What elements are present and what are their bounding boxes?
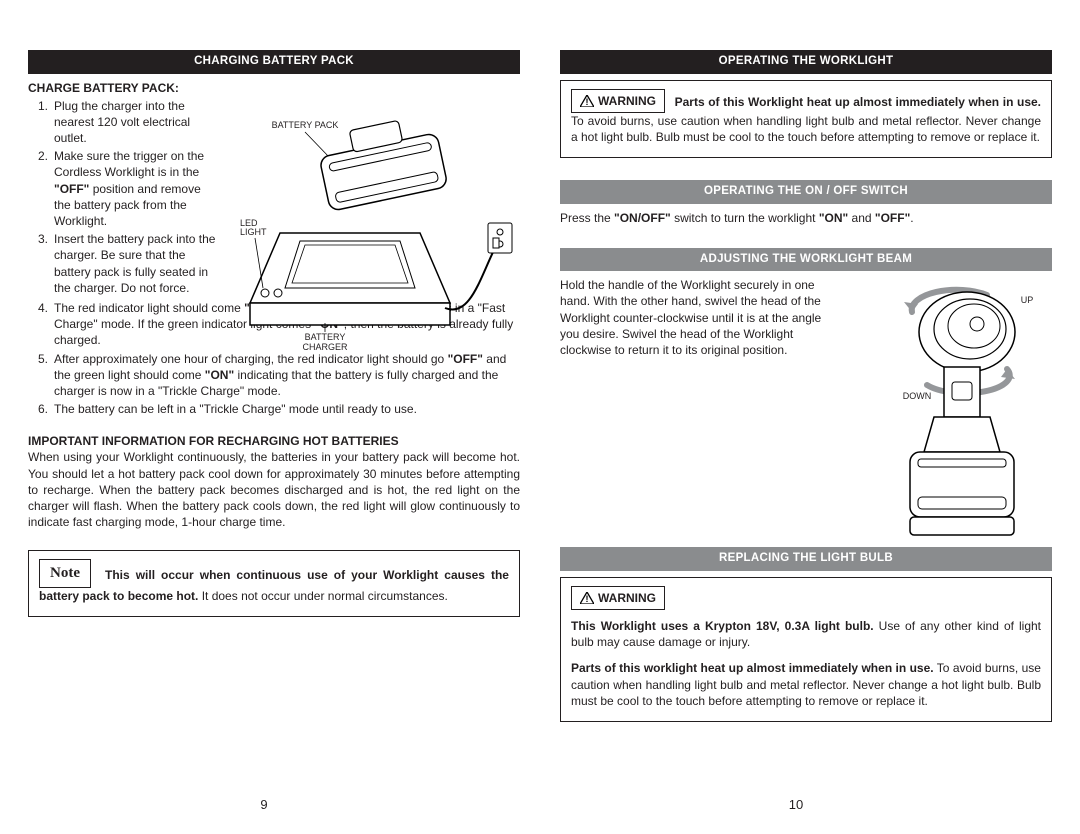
svg-text:LIGHT: LIGHT <box>240 227 267 237</box>
svg-text:!: ! <box>586 97 589 107</box>
important-header: IMPORTANT INFORMATION FOR RECHARGING HOT… <box>28 433 520 449</box>
battery-pack-label: BATTERY PACK <box>272 120 339 130</box>
adjust-text: Hold the handle of the Worklight securel… <box>560 277 840 358</box>
charger-figure: BATTERY PACK <box>220 118 520 368</box>
right-page: OPERATING THE WORKLIGHT !WARNING Parts o… <box>560 50 1052 814</box>
step-1: 1.Plug the charger into the nearest 120 … <box>38 98 218 147</box>
warning-label-1: !WARNING <box>571 89 665 113</box>
step-6: 6.The battery can be left in a "Trickle … <box>38 401 520 417</box>
warning-box-2: !WARNING This Worklight uses a Krypton 1… <box>560 577 1052 722</box>
step-2: 2.Make sure the trigger on the Cordless … <box>38 148 218 229</box>
warning-box-1: !WARNING Parts of this Worklight heat up… <box>560 80 1052 159</box>
svg-text:UP: UP <box>1021 295 1034 305</box>
charge-sub: CHARGE BATTERY PACK: <box>28 80 520 96</box>
warning-label-2: !WARNING <box>571 586 665 610</box>
svg-text:DOWN: DOWN <box>903 391 932 401</box>
operating-header: OPERATING THE WORKLIGHT <box>560 50 1052 74</box>
page-number-right: 10 <box>560 796 1032 814</box>
charger-label: BATTERY <box>305 332 346 342</box>
charging-header: CHARGING BATTERY PACK <box>28 50 520 74</box>
note-label: Note <box>39 559 91 587</box>
page-number-left: 9 <box>28 796 500 814</box>
svg-text:CHARGER: CHARGER <box>302 342 348 352</box>
step-3: 3.Insert the battery pack into the charg… <box>38 231 218 296</box>
onoff-header: OPERATING THE ON / OFF SWITCH <box>560 180 1052 204</box>
important-body: When using your Worklight continuously, … <box>28 449 520 530</box>
note-box: Note This will occur when continuous use… <box>28 550 520 616</box>
svg-text:!: ! <box>586 594 589 604</box>
adjust-header: ADJUSTING THE WORKLIGHT BEAM <box>560 248 1052 272</box>
left-page: CHARGING BATTERY PACK CHARGE BATTERY PAC… <box>28 50 520 814</box>
worklight-figure: UP DOWN <box>852 277 1052 557</box>
onoff-text: Press the "ON/OFF" switch to turn the wo… <box>560 210 1052 226</box>
